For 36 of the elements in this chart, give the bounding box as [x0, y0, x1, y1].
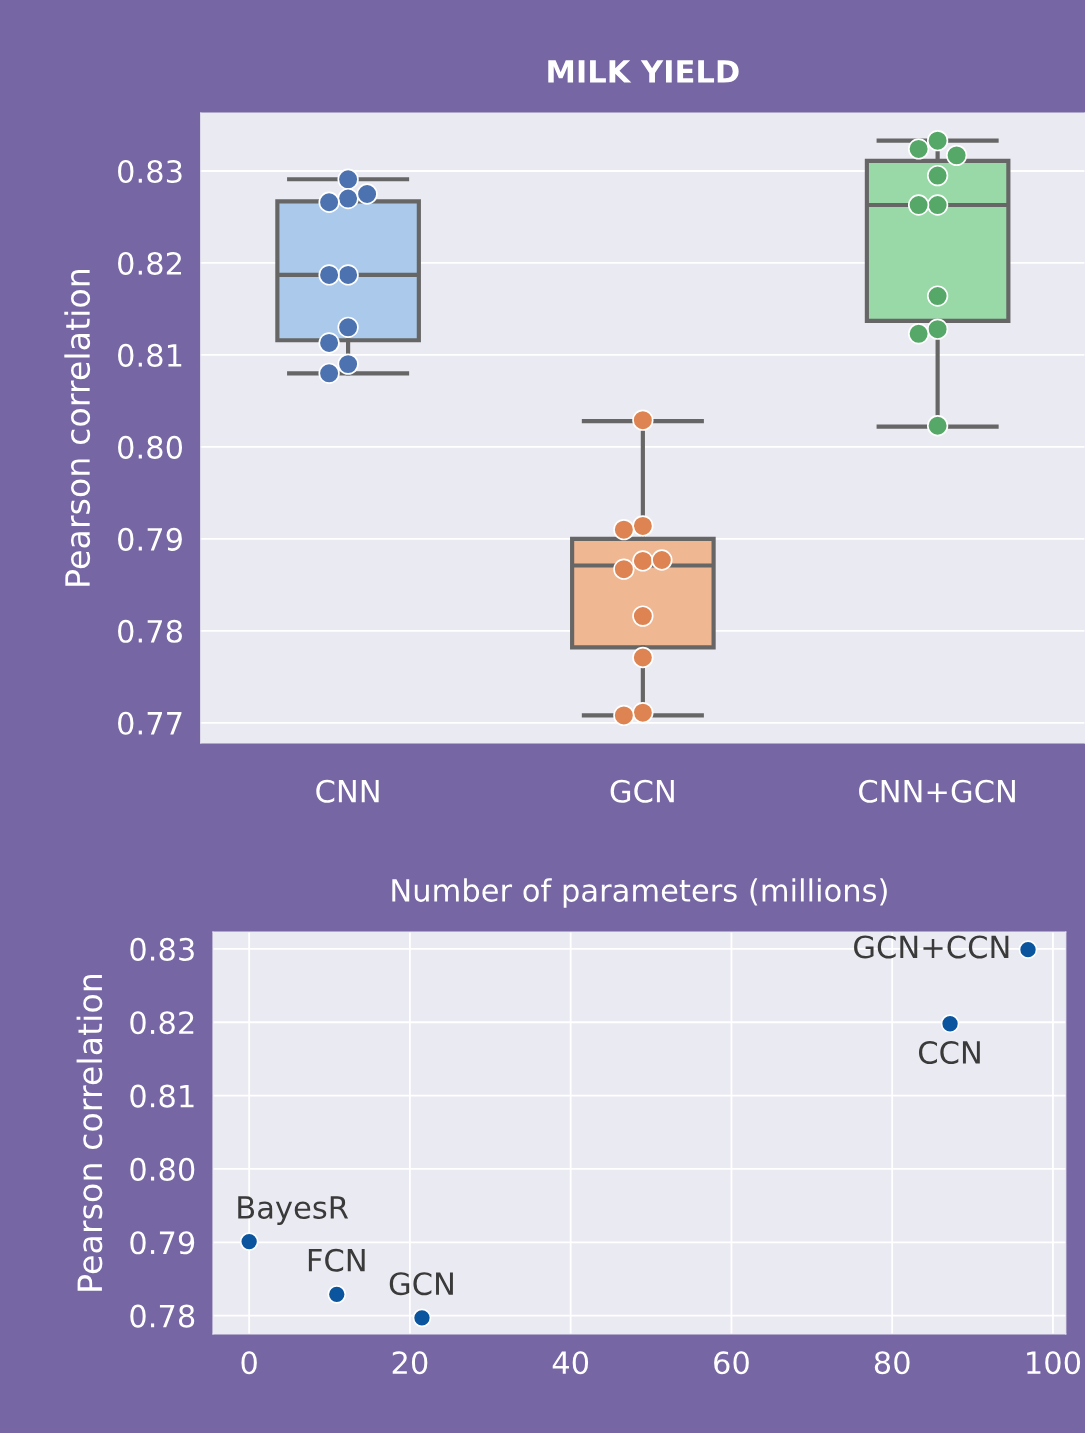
annotation: GCN+CCN [854, 935, 1009, 959]
annotation: CCN [919, 1040, 980, 1065]
x-tick-label: 20 [392, 1351, 428, 1375]
x-tick-label: 40 [552, 1351, 589, 1375]
annotation: GCN [389, 1272, 453, 1296]
y-tick-label: 0.83 [130, 937, 194, 961]
y-axis-title: Pearson correlation [76, 974, 103, 1291]
x-tick-label: GCN [610, 779, 674, 803]
annotation: BayesR [238, 1196, 349, 1225]
y-tick-label: 0.78 [130, 1304, 195, 1328]
point [940, 1014, 960, 1034]
y-tick-label: 0.81 [118, 343, 182, 367]
x-tick-label: CNN [316, 779, 379, 803]
point [327, 1285, 347, 1304]
x-tick-label: 60 [714, 1351, 749, 1375]
annotation: FCN [308, 1248, 365, 1272]
point [1018, 940, 1038, 959]
y-tick-label: 0.80 [130, 1157, 195, 1181]
y-tick-label: 0.82 [118, 251, 181, 276]
y-tick-label: 0.77 [118, 711, 182, 735]
y-tick-label: 0.81 [130, 1084, 194, 1108]
y-tick-label: 0.83 [118, 159, 182, 184]
y-axis-title: Pearson correlation [64, 269, 91, 586]
x-tick-label: CNN+GCN [859, 779, 1015, 803]
y-tick-label: 0.79 [118, 527, 182, 551]
y-tick-label: 0.82 [130, 1011, 194, 1035]
x-tick-label: 100 [1027, 1351, 1081, 1375]
x-tick-label: 80 [874, 1351, 910, 1375]
y-tick-label: 0.78 [118, 619, 182, 643]
point [239, 1232, 259, 1251]
x-tick-label: 0 [241, 1351, 257, 1375]
y-tick-label: 0.80 [118, 435, 183, 459]
chart-title: MILK YIELD [548, 60, 739, 83]
chart-title: Number of parameters (millions) [392, 878, 887, 908]
y-tick-label: 0.79 [130, 1231, 195, 1255]
point [412, 1308, 432, 1328]
